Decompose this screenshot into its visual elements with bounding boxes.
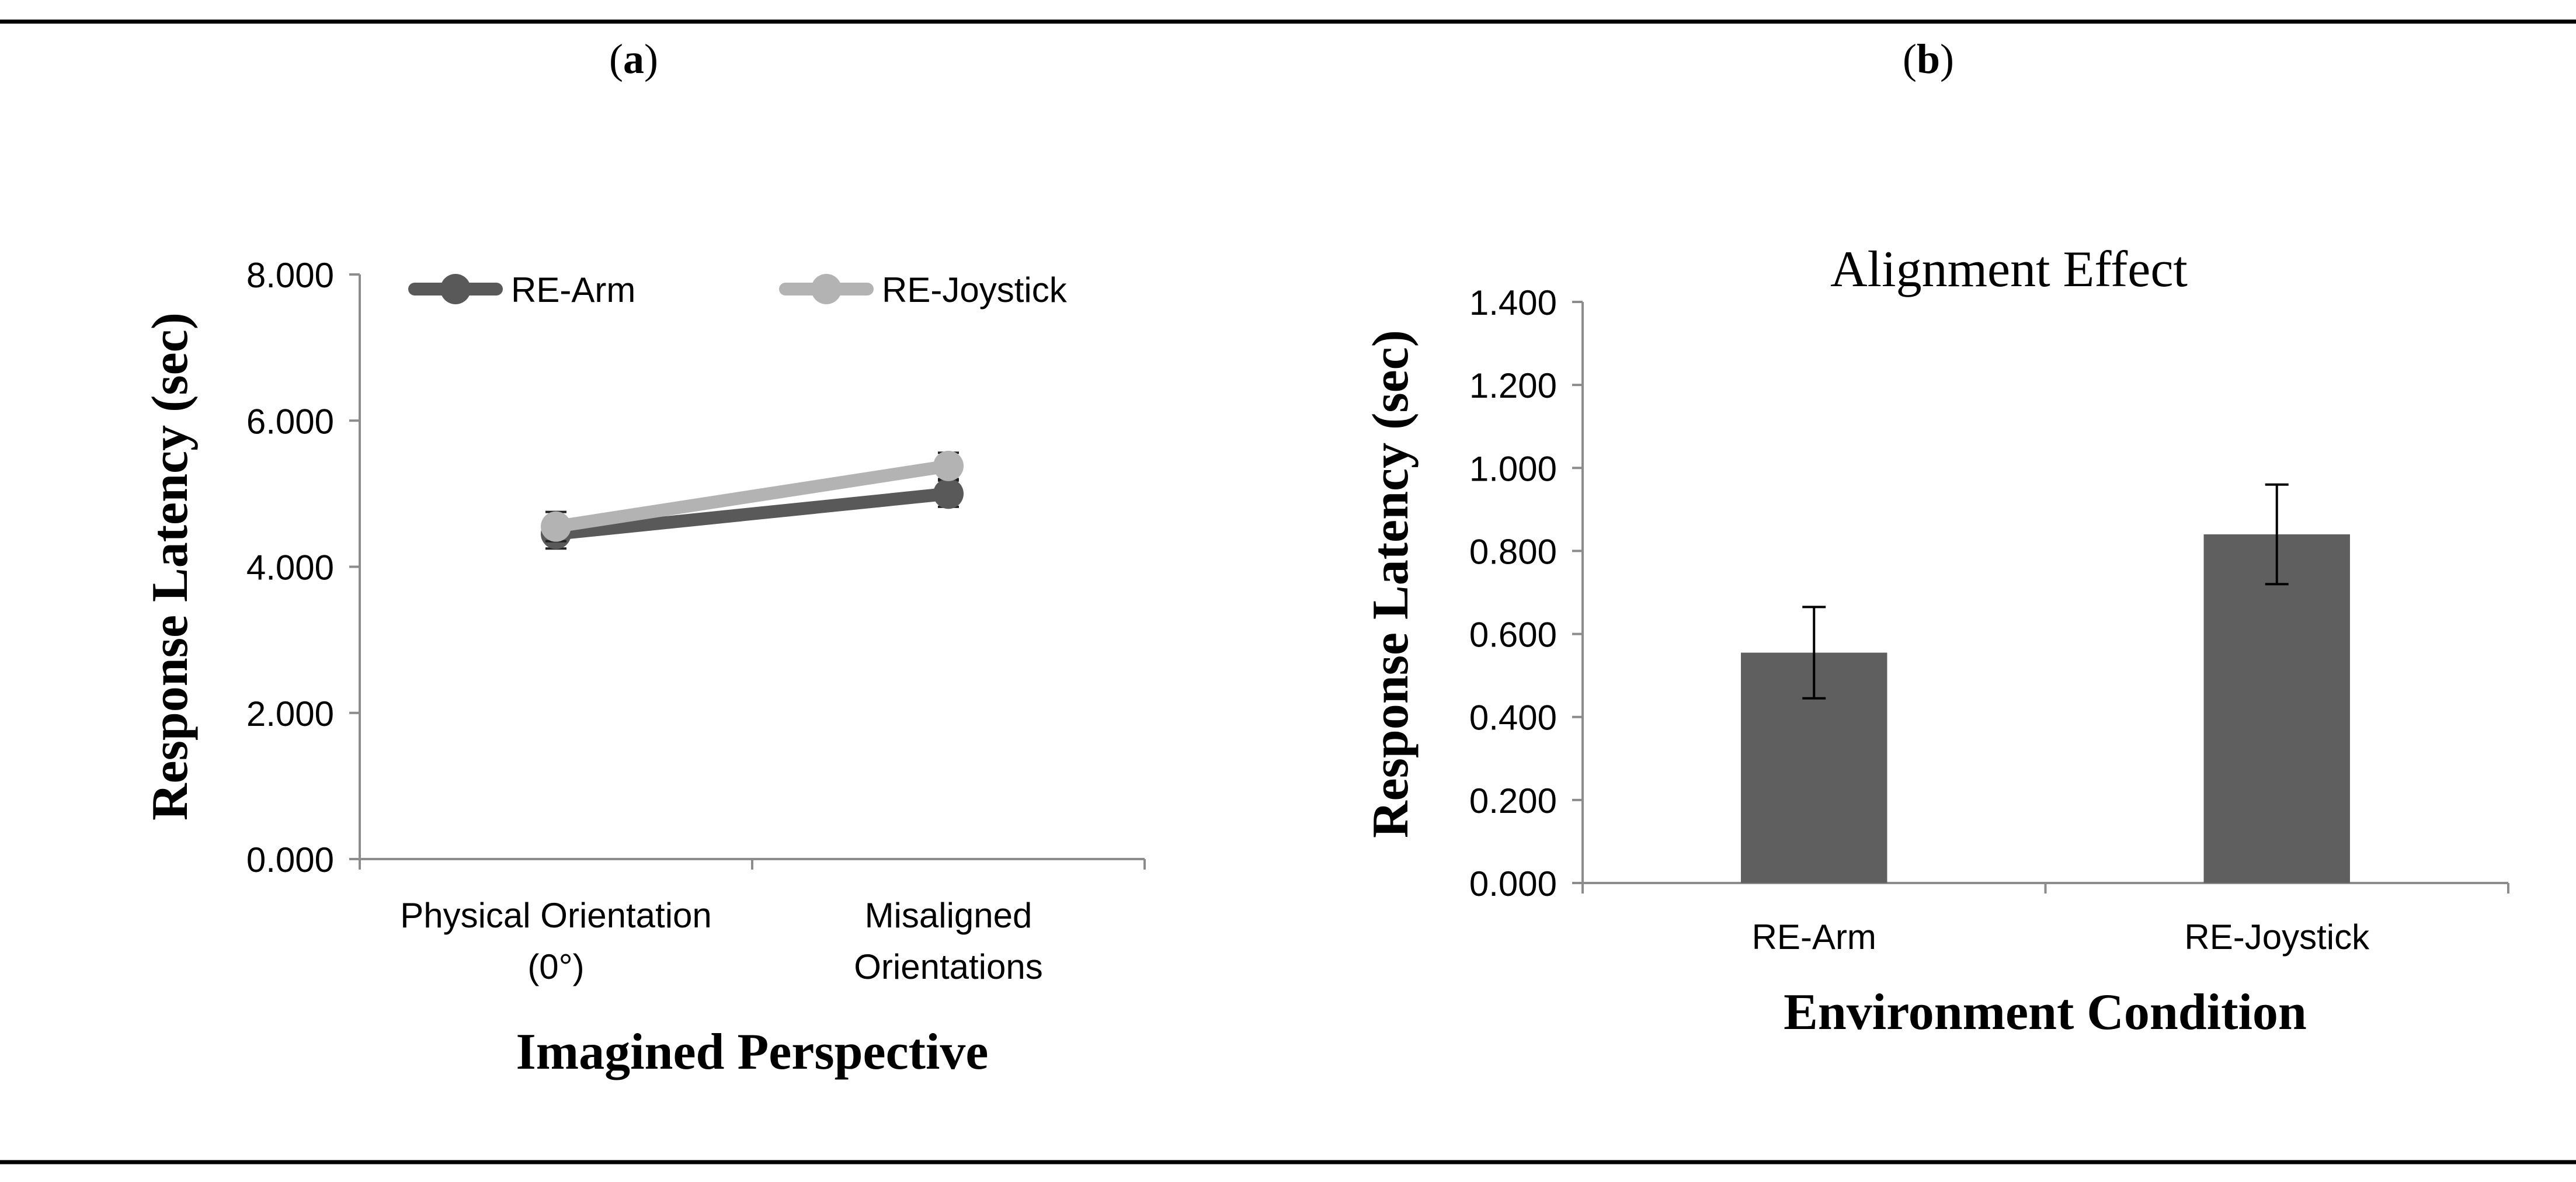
b-category-label: RE-Joystick <box>2184 917 2370 957</box>
b-ytick-label: 1.400 <box>1469 283 1557 322</box>
legend-label-re-joystick: RE-Joystick <box>882 270 1068 310</box>
b-ytick-label: 0.000 <box>1469 864 1557 903</box>
b-ytick-label: 1.200 <box>1469 366 1557 405</box>
a-data-point <box>933 478 964 509</box>
b-ytick-label: 0.600 <box>1469 616 1557 655</box>
a-ytick-label: 0.000 <box>246 840 334 879</box>
a-ytick-label: 8.000 <box>246 256 334 295</box>
chart-b-bar: Alignment Effect 0.000 0.200 0.400 0.600 0.8… <box>1362 241 2509 1041</box>
b-ytick-label: 0.200 <box>1469 781 1557 821</box>
b-category-label: RE-Arm <box>1752 917 1876 957</box>
a-ytick-label: 2.000 <box>246 694 334 733</box>
a-data-point <box>933 450 964 481</box>
a-category-line: (0°) <box>527 947 584 986</box>
b-ytick-label: 1.000 <box>1469 449 1557 488</box>
bar-re-joystick <box>2203 534 2350 883</box>
legend-marker-re-arm <box>440 274 471 304</box>
a-category-line: Orientations <box>854 947 1043 986</box>
a-series-line-re-joystick <box>550 459 955 533</box>
legend-label-re-arm: RE-Arm <box>511 270 635 310</box>
a-data-point <box>541 511 571 542</box>
a-category-line: Physical Orientation <box>400 896 712 935</box>
legend-marker-re-joystick <box>811 274 842 304</box>
a-ytick-label: 4.000 <box>246 548 334 587</box>
a-category-line: Misaligned <box>865 896 1033 935</box>
b-chart-title: Alignment Effect <box>1830 241 2188 298</box>
a-y-axis-label: Response Latency (sec) <box>142 312 199 821</box>
panel-b-label: (b) <box>1903 36 1954 82</box>
a-ytick-label: 6.000 <box>246 402 334 441</box>
a-x-axis-label: Imagined Perspective <box>516 1024 989 1080</box>
b-x-axis-label: Environment Condition <box>1784 984 2307 1041</box>
b-ytick-label: 0.800 <box>1469 532 1557 571</box>
b-error-bar <box>2265 483 2289 586</box>
b-error-bar <box>1802 606 1826 700</box>
a-series-line-re-arm <box>550 487 955 541</box>
chart-a-line: 0.000 2.000 4.000 6.000 8.000 Physical Orien… <box>142 256 1146 1080</box>
a-category-label: Physical Orientation (0°) <box>400 896 712 986</box>
panel-a-label: (a) <box>609 36 658 82</box>
b-ytick-label: 0.400 <box>1469 698 1557 738</box>
b-y-axis-label: Response Latency (sec) <box>1362 330 1419 838</box>
a-category-label: Misaligned Orientations <box>854 896 1043 986</box>
